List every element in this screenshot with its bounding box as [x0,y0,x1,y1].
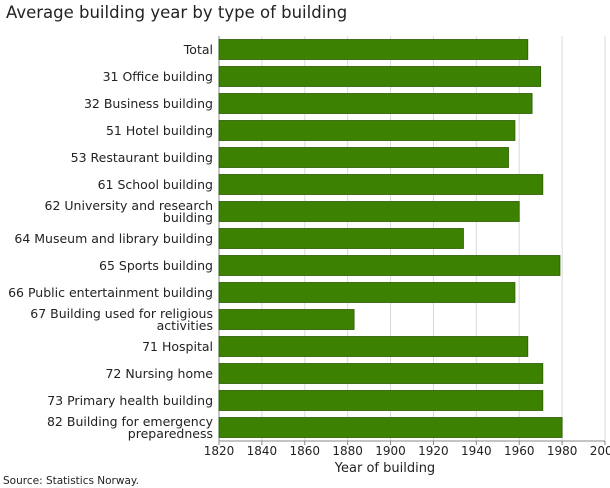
bar [218,336,529,357]
bar [218,228,464,249]
y-tick-label: 65 Sports building [99,257,213,273]
y-tick-label: 51 Hotel building [105,122,213,138]
x-tick-label: 2000 [590,444,610,458]
y-tick-label: 62 University and research building [44,197,213,225]
bar [218,66,542,87]
bar [218,417,563,438]
y-tick-label: 31 Office building [102,68,213,84]
bar [218,309,355,330]
y-tick-label: 53 Restaurant building [70,149,213,165]
x-tick-label: 1880 [332,444,363,458]
bar [218,390,544,411]
bar [218,201,520,222]
y-tick-label: 67 Building used for religious activitie… [30,305,213,333]
bar [218,255,561,276]
bar [218,282,516,303]
y-tick-label: 73 Primary health building [47,392,213,408]
source: Source: Statistics Norway. [3,475,139,487]
y-tick-label: 82 Building for emergency preparedness [46,413,213,441]
x-tick-label: 1920 [418,444,449,458]
x-tick-label: 1820 [204,444,235,458]
y-tick-label: 32 Business building [83,95,213,111]
bar [218,39,529,60]
chart-title: Average building year by type of buildin… [6,3,347,22]
x-tick-label: 1840 [247,444,278,458]
bar [218,147,509,168]
y-tick-label: 71 Hospital [142,338,213,354]
y-tick-label: 61 School building [97,176,213,192]
y-tick-label: 72 Nursing home [105,365,213,381]
x-axis-label: Year of building [334,461,435,476]
bar [218,93,533,114]
y-tick-label: 66 Public entertainment building [8,284,213,300]
x-tick-label: 1960 [504,444,535,458]
x-tick-label: 1860 [290,444,321,458]
x-tick-label: 1940 [461,444,492,458]
y-tick-label: Total [183,41,213,57]
x-tick-label: 1900 [375,444,406,458]
bar [218,120,516,141]
bar [218,363,544,384]
bar [218,174,544,195]
x-tick-label: 1980 [547,444,578,458]
y-tick-label: 64 Museum and library building [14,230,213,246]
